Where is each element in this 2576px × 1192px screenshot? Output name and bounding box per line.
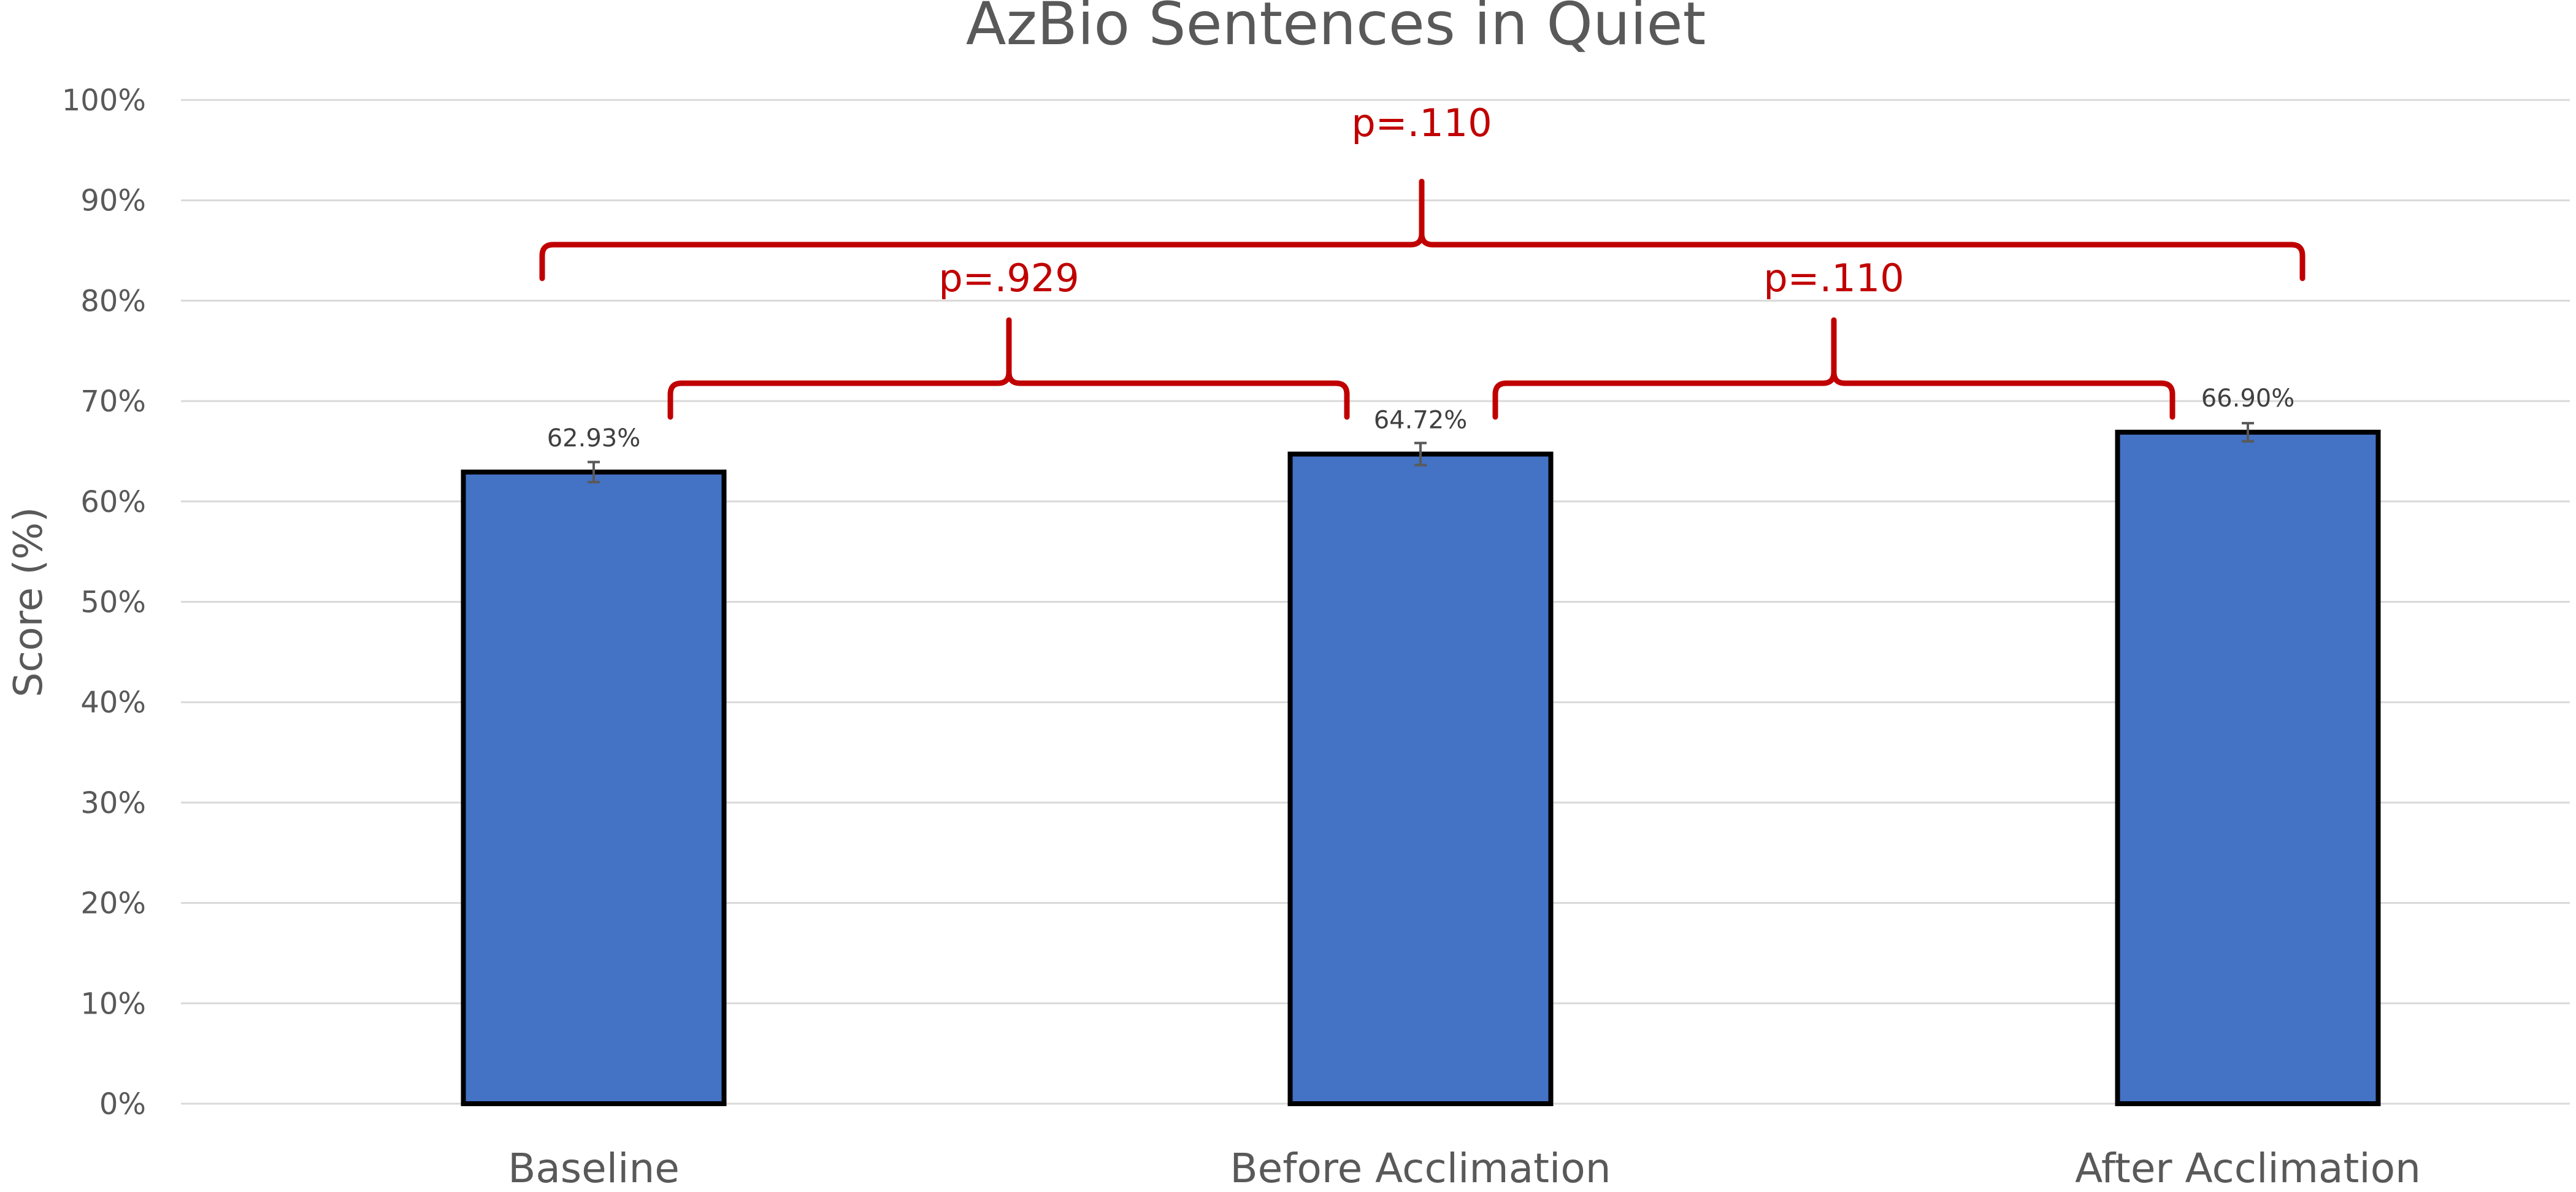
chart-title: AzBio Sentences in Quiet [966, 0, 1706, 58]
y-tick-label: 40% [80, 686, 146, 720]
y-tick-label: 80% [80, 284, 146, 318]
y-tick-label: 60% [80, 485, 146, 519]
y-tick-label: 10% [80, 987, 146, 1021]
data-label: 66.90% [2201, 384, 2295, 413]
significance-brace [667, 317, 1350, 420]
significance-brace [1492, 317, 2175, 420]
bars: 62.93% 64.72% 66.90% [461, 384, 2381, 1107]
p-value-label: p=.929 [938, 256, 1079, 300]
p-value-label: p=.110 [1763, 256, 1904, 300]
x-tick-label: After Acclimation [2075, 1145, 2421, 1192]
data-label: 62.93% [547, 424, 641, 453]
bar [2115, 429, 2381, 1106]
x-tick-label: Before Acclimation [1230, 1145, 1611, 1192]
y-axis-label: Score (%) [6, 507, 52, 697]
significance-annotations: p=.929 p=.110 p=.110 [539, 101, 2306, 420]
y-tick-label: 20% [80, 887, 146, 921]
y-tick-label: 70% [80, 384, 146, 419]
y-tick-label: 30% [80, 786, 146, 820]
y-axis-ticks: 0% 10% 20% 30% 40% 50% 60% 70% 80% 90% 100% [62, 83, 146, 1121]
significance-brace [539, 178, 2306, 281]
p-value-label: p=.110 [1351, 101, 1492, 145]
bar [461, 469, 727, 1106]
y-tick-label: 0% [99, 1087, 146, 1121]
x-axis-ticks: Baseline Before Acclimation After Acclimat… [508, 1145, 2421, 1192]
y-tick-label: 100% [62, 83, 146, 118]
x-tick-label: Baseline [508, 1145, 680, 1192]
y-tick-label: 50% [80, 586, 146, 620]
bar [1287, 451, 1554, 1107]
data-label: 64.72% [1374, 407, 1468, 435]
y-tick-label: 90% [80, 184, 146, 218]
